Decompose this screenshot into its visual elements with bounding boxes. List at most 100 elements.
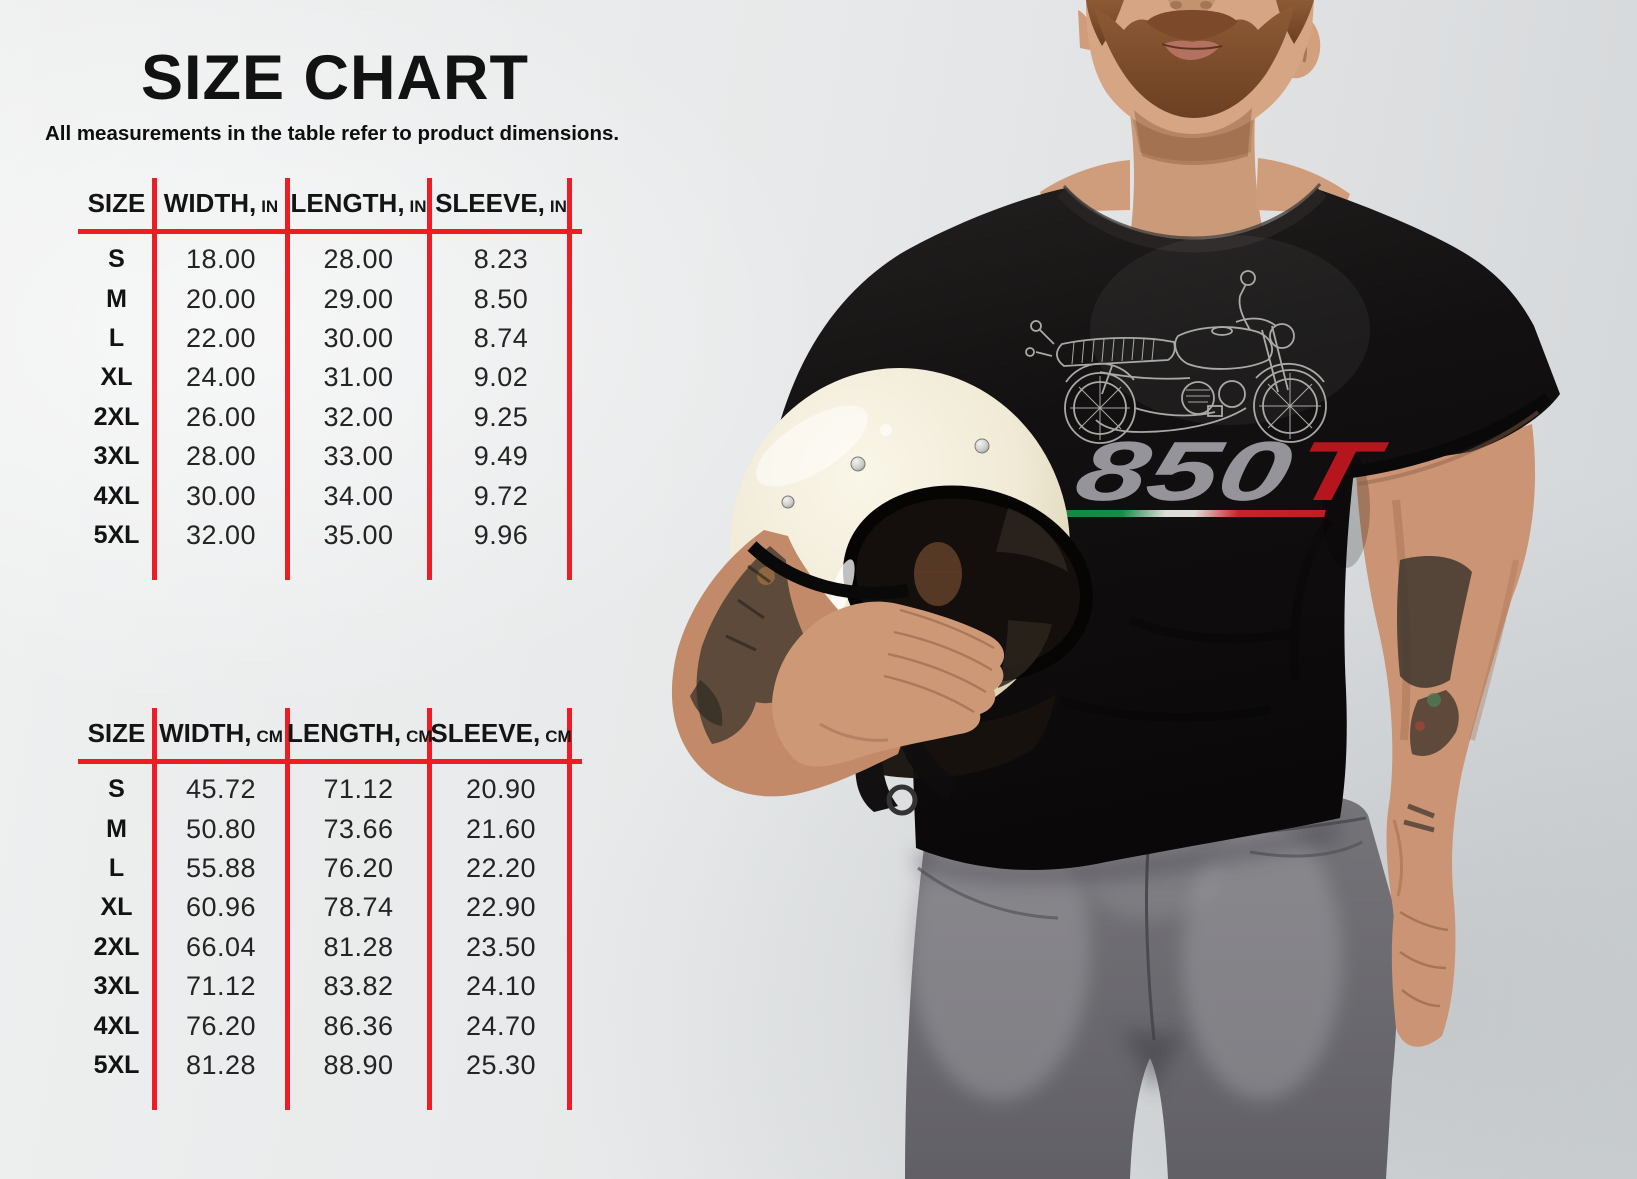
jeans [905,796,1398,1179]
width-cell: 66.04 [185,931,257,962]
table-in-divider [427,178,432,580]
length-cell: 86.36 [323,1010,394,1041]
length-cell: 30.00 [323,322,394,353]
length-cell: 88.90 [323,1049,394,1080]
sleeve-cell: 24.10 [465,971,537,1002]
length-cell: 73.66 [323,813,394,844]
unit-label: IN [549,196,567,216]
length-cell: 76.20 [323,852,394,883]
table-cm-divider [427,708,432,1110]
width-cell: 71.12 [185,971,257,1002]
table-row: 5XL 32.00 35.00 9.96 [78,516,572,555]
length-cell: 33.00 [323,441,394,472]
table-inches: S 18.00 28.00 8.23 M 20.00 29.00 8.50 L 22.00 30… [78,240,572,555]
length-cell: 81.28 [323,931,394,962]
table-in-divider [285,178,290,580]
width-cell: 60.96 [185,892,257,923]
size-cell: 2XL [93,932,140,961]
size-cell: L [108,323,125,352]
width-cell: 20.00 [185,283,257,314]
col-header-size: SIZE [87,187,146,218]
table-row: L 55.88 76.20 22.20 [78,849,572,888]
size-cell: 2XL [93,402,140,431]
length-cell: 71.12 [323,774,394,805]
table-row: 4XL 30.00 34.00 9.72 [78,476,572,515]
unit-label: IN [409,196,427,216]
tshirt-print-850t: 850 T [1034,424,1393,518]
size-cell: 4XL [93,1011,140,1040]
col-header-width: WIDTH, [163,187,257,218]
table-in-divider [152,178,157,580]
sleeve-cell: 22.20 [465,852,537,883]
table-row: 2XL 66.04 81.28 23.50 [78,928,572,967]
beard [1094,6,1294,118]
helmet-rivet [974,438,990,454]
width-cell: 18.00 [185,244,257,275]
sleeve-cell: 9.96 [473,519,529,550]
table-row: XL 24.00 31.00 9.02 [78,358,572,397]
print-model-number: 850 [1068,424,1300,518]
table-row: 3XL 28.00 33.00 9.49 [78,437,572,476]
table-row: S 45.72 71.12 20.90 [78,770,572,809]
sleeve-cell: 20.90 [465,774,537,805]
sleeve-cell: 9.72 [473,480,529,511]
width-cell: 50.80 [185,813,257,844]
size-cell: XL [100,363,133,392]
col-header-sleeve: SLEEVE, [435,187,545,218]
size-cell: 4XL [93,481,140,510]
col-header-length: LENGTH, [287,717,402,748]
sleeve-hem-right [1351,393,1552,478]
table-cm-divider [567,708,572,1110]
unit-label: CM [545,726,572,746]
sleeve-cell: 22.90 [465,892,537,923]
length-cell: 78.74 [323,892,394,923]
width-cell: 81.28 [185,1049,257,1080]
helmet-rivet [781,495,795,509]
width-cell: 45.72 [185,774,257,805]
page-subtitle: All measurements in the table refer to p… [44,122,620,145]
width-cell: 30.00 [185,480,257,511]
table-in-header-rule [78,229,582,234]
left-hand [772,601,1005,767]
table-cm-divider [152,708,157,1110]
size-cell: 5XL [93,520,140,549]
helmet-rivet [850,456,866,472]
width-cell: 32.00 [185,519,257,550]
sleeve-cell: 8.23 [473,244,529,275]
length-cell: 29.00 [323,283,394,314]
sleeve-cell: 24.70 [465,1010,537,1041]
unit-label: CM [406,726,433,746]
bicep-tattoo [696,546,818,744]
sleeve-cell: 9.25 [473,401,529,432]
unit-label: IN [261,196,279,216]
size-cell: XL [100,893,133,922]
size-cell: S [108,775,125,804]
right-arm [1356,424,1536,1047]
col-header-length: LENGTH, [290,187,405,218]
width-cell: 24.00 [185,362,257,393]
unit-label: CM [256,726,283,746]
table-row: 5XL 81.28 88.90 25.30 [78,1046,572,1085]
length-cell: 83.82 [323,971,394,1002]
width-cell: 28.00 [185,441,257,472]
model-head [1040,0,1350,252]
collar [1057,187,1327,253]
table-row: L 22.00 30.00 8.74 [78,319,572,358]
table-row: S 18.00 28.00 8.23 [78,240,572,279]
sleeve-cell: 9.02 [473,362,529,393]
sleeve-cell: 21.60 [465,813,537,844]
table-in-divider [567,178,572,580]
table-cm-divider [285,708,290,1110]
col-header-size: SIZE [87,717,146,748]
length-cell: 34.00 [323,480,394,511]
sleeve-hem-left [747,541,910,600]
page-title: SIZE CHART [141,43,529,113]
forearm-tattoo [1397,556,1472,688]
size-cell: S [108,245,125,274]
table-in-header: SIZE WIDTH, IN LENGTH, IN SLEEVE, IN [78,176,572,230]
table-centimeters: S 45.72 71.12 20.90 M 50.80 73.66 21.60 L 55.88… [78,770,572,1085]
table-row: 2XL 26.00 32.00 9.25 [78,398,572,437]
size-cell: M [106,814,127,843]
